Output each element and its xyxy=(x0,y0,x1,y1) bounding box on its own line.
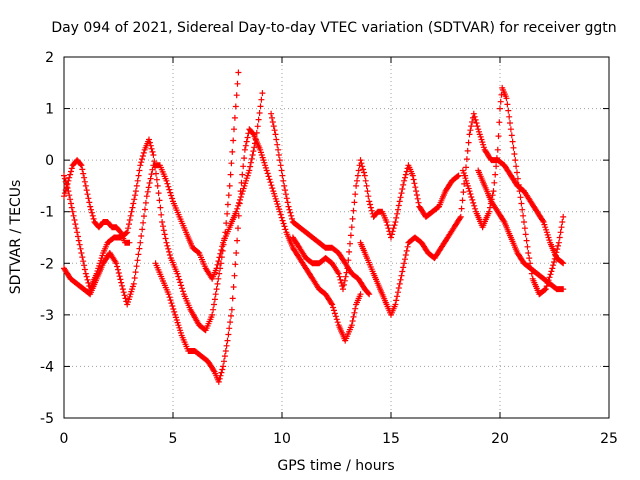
satellite-track-3 xyxy=(61,69,242,334)
y-tick-label: -5 xyxy=(40,411,54,427)
series-markers xyxy=(61,90,266,308)
satellite-track-1 xyxy=(61,157,133,246)
y-tick-label: 1 xyxy=(45,102,54,118)
y-tick-label: -4 xyxy=(40,359,54,375)
satellite-track-5 xyxy=(268,110,373,298)
satellite-track-6 xyxy=(289,157,462,293)
data-series xyxy=(61,69,567,385)
x-tick-label: 0 xyxy=(60,431,69,447)
series-markers xyxy=(152,126,364,385)
y-tick-label: -3 xyxy=(40,308,54,324)
y-tick-label: -1 xyxy=(40,205,54,221)
series-markers xyxy=(61,157,133,246)
y-tick-labels: -5 -4 -3 -2 -1 0 1 2 xyxy=(40,50,54,427)
plot-frame xyxy=(63,56,610,419)
x-axis-label: GPS time / hours xyxy=(277,458,394,474)
y-tick-label: 2 xyxy=(45,50,54,66)
y-axis-label: SDTVAR / TECUs xyxy=(8,180,24,295)
chart-title: Day 094 of 2021, Sidereal Day-to-day VTE… xyxy=(51,20,616,36)
x-tick-label: 10 xyxy=(273,431,291,447)
x-tick-label: 20 xyxy=(491,431,509,447)
y-tick-label: -2 xyxy=(40,256,54,272)
x-tick-label: 15 xyxy=(382,431,400,447)
series-markers xyxy=(61,69,242,334)
satellite-track-4 xyxy=(152,126,364,385)
x-tick-labels: 0 5 10 15 20 25 xyxy=(60,431,618,447)
axis-ticks xyxy=(63,56,610,419)
x-tick-label: 25 xyxy=(600,431,618,447)
satellite-track-8 xyxy=(459,84,567,298)
y-tick-label: 0 xyxy=(45,153,54,169)
satellite-track-2 xyxy=(61,90,266,308)
x-tick-label: 5 xyxy=(169,431,178,447)
grid xyxy=(64,57,609,418)
series-markers xyxy=(289,157,462,293)
series-markers xyxy=(459,84,567,298)
series-markers xyxy=(475,167,567,293)
series-markers xyxy=(268,110,373,298)
satellite-track-9 xyxy=(475,167,567,293)
